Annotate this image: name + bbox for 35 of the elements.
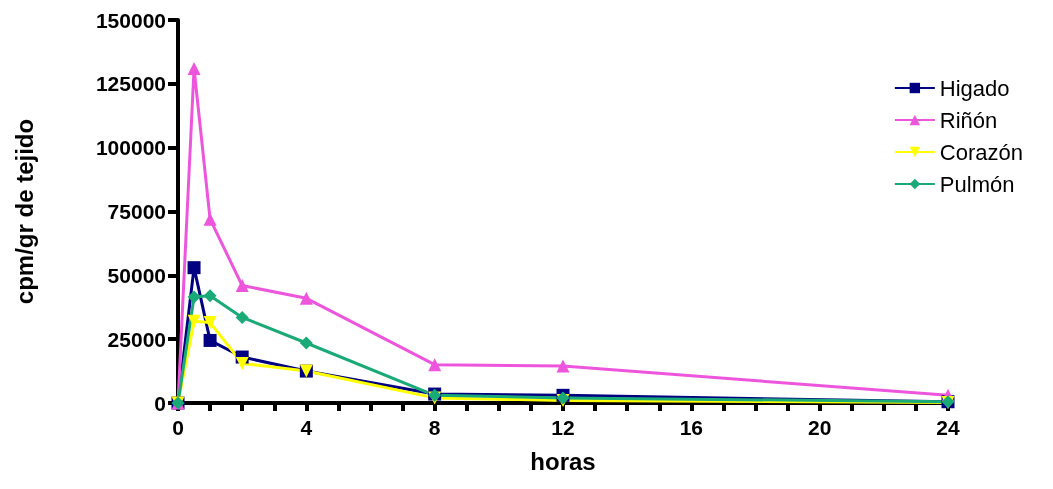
x-tick-label: 0 <box>172 416 184 439</box>
point <box>187 290 201 304</box>
x-tick-label: 8 <box>428 416 441 439</box>
point <box>556 359 570 373</box>
y-axis-title: cpm/gr de tejido <box>10 118 38 305</box>
y-tick-label: 100000 <box>95 136 166 160</box>
y-tick-label: 150000 <box>95 8 166 32</box>
y-tick-label: 25000 <box>107 327 166 351</box>
point <box>187 314 201 328</box>
y-tick-label: 50000 <box>107 263 166 287</box>
y-tick-label: 125000 <box>95 72 166 96</box>
x-tick-label: 16 <box>679 416 704 439</box>
point <box>187 261 201 275</box>
legend-label: Higado <box>939 75 1010 101</box>
y-tick-label: 75000 <box>107 200 166 223</box>
x-tick-label: 12 <box>551 416 575 439</box>
x-tick-label: 20 <box>807 416 832 439</box>
point <box>203 289 217 303</box>
x-tick-label: 24 <box>936 416 960 439</box>
x-axis-title: horas <box>530 447 596 475</box>
point <box>235 356 249 370</box>
y-tick-label: 0 <box>154 391 166 415</box>
point <box>235 310 249 324</box>
point <box>428 358 442 372</box>
point <box>299 291 313 305</box>
point <box>299 336 313 350</box>
point <box>203 212 217 226</box>
point <box>187 62 201 76</box>
legend-label: Corazón <box>939 139 1023 165</box>
point <box>235 279 249 293</box>
x-tick-label: 4 <box>300 416 313 439</box>
point <box>203 333 217 347</box>
legend-label: Riñón <box>939 107 998 133</box>
point <box>203 316 217 330</box>
legend-label: Pulmón <box>939 171 1015 197</box>
